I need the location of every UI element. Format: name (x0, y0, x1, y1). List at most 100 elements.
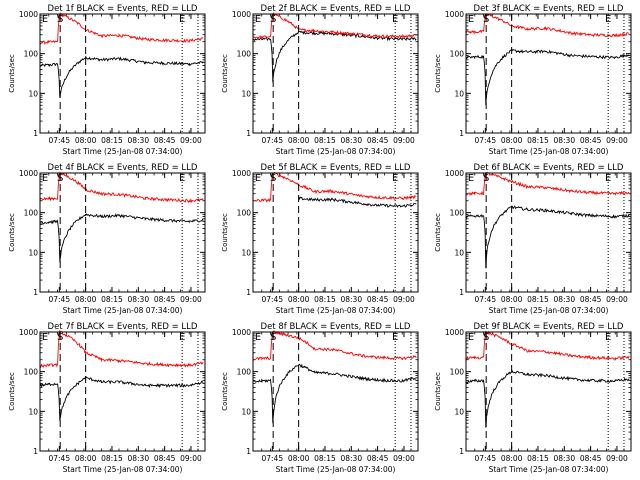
y-axis-label: Counts/sec (8, 213, 16, 252)
panel-5: Det 5f BLACK = Events, RED = LLD Counts/s… (221, 163, 419, 315)
x-tick-label: 08:15 (101, 295, 123, 304)
series-line-events (39, 212, 204, 263)
chart-title: Det 4f BLACK = Events, RED = LLD (48, 163, 198, 173)
chart-title: Det 3f BLACK = Events, RED = LLD (474, 4, 624, 14)
x-tick-label: 09:00 (606, 295, 628, 304)
x-tick-label: 08:45 (580, 136, 602, 145)
y-tick-label: 100 (24, 50, 39, 59)
y-axis-label: Counts/sec (8, 372, 16, 411)
marker-label-s: S (483, 14, 489, 25)
y-tick-label: 1000 (232, 328, 251, 337)
marker-label-e: E (392, 332, 398, 343)
x-tick-label: 08:45 (580, 295, 602, 304)
marker-label-e: E (179, 14, 185, 25)
chart-title: Det 1f BLACK = Events, RED = LLD (48, 4, 198, 14)
x-tick-label: 08:30 (553, 454, 575, 463)
y-tick-label: 1000 (445, 169, 464, 178)
y-tick-label: 100 (24, 368, 39, 377)
marker-label-e: E (42, 14, 48, 25)
panel-3: Det 3f BLACK = Events, RED = LLD Counts/s… (434, 4, 632, 156)
x-axis-label: Start Time (25-Jan-08 07:34:00) (63, 465, 183, 474)
x-tick-label: 07:45 (48, 454, 70, 463)
chart-title: Det 2f BLACK = Events, RED = LLD (261, 4, 411, 14)
y-tick-label: 10 (241, 407, 251, 416)
y-tick-label: 10 (241, 89, 251, 98)
marker-label-s: S (270, 173, 276, 184)
marker-label-s: S (483, 173, 489, 184)
x-tick-label: 09:00 (393, 136, 415, 145)
y-tick-label: 1000 (232, 10, 251, 19)
marker-label-e: E (42, 173, 48, 184)
series-line-events (465, 369, 630, 428)
series-line-lld (39, 172, 204, 204)
x-tick-label: 08:45 (154, 136, 176, 145)
y-tick-label: 1 (246, 129, 251, 138)
x-tick-label: 09:00 (180, 454, 202, 463)
y-axis-label: Counts/sec (434, 372, 442, 411)
series-line-events (252, 29, 417, 83)
chart-title: Det 9f BLACK = Events, RED = LLD (474, 322, 624, 332)
x-tick-label: 08:00 (75, 136, 97, 145)
x-tick-label: 07:45 (474, 454, 496, 463)
x-tick-label: 08:00 (288, 136, 310, 145)
y-tick-label: 1000 (445, 328, 464, 337)
y-axis-label: Counts/sec (434, 54, 442, 93)
y-tick-label: 10 (454, 407, 464, 416)
y-tick-label: 1000 (19, 10, 38, 19)
x-tick-label: 07:45 (48, 295, 70, 304)
series-line-lld (252, 330, 417, 361)
marker-label-s: S (57, 173, 63, 184)
y-tick-label: 10 (28, 407, 38, 416)
series-line-lld (465, 330, 630, 362)
x-tick-label: 08:15 (527, 295, 549, 304)
marker-label-e: E (255, 14, 261, 25)
series-line-lld (39, 329, 204, 369)
series-line-lld (39, 12, 204, 45)
y-tick-label: 10 (28, 248, 38, 257)
series-line-events (298, 196, 417, 208)
marker-label-s: S (57, 14, 63, 25)
x-tick-label: 08:15 (314, 136, 336, 145)
marker-label-e: E (605, 173, 611, 184)
marker-label-s: S (270, 14, 276, 25)
series-line-events (39, 56, 204, 98)
marker-label-e: E (392, 14, 398, 25)
x-tick-label: 08:45 (367, 136, 389, 145)
y-tick-label: 100 (24, 209, 39, 218)
x-tick-label: 08:30 (340, 454, 362, 463)
chart-title: Det 8f BLACK = Events, RED = LLD (261, 322, 411, 332)
x-tick-label: 07:45 (474, 295, 496, 304)
x-axis-label: Start Time (25-Jan-08 07:34:00) (63, 147, 183, 156)
series-line-lld (252, 171, 417, 203)
x-tick-label: 08:45 (367, 454, 389, 463)
chart-title: Det 6f BLACK = Events, RED = LLD (474, 163, 624, 173)
panel-7: Det 7f BLACK = Events, RED = LLD Counts/s… (8, 322, 206, 474)
x-tick-label: 08:00 (75, 454, 97, 463)
y-tick-label: 1 (33, 447, 38, 456)
y-tick-label: 1000 (19, 328, 38, 337)
y-tick-label: 1000 (445, 10, 464, 19)
y-tick-label: 1000 (19, 169, 38, 178)
series-line-events (252, 363, 417, 424)
plot-frame (252, 331, 419, 452)
y-tick-label: 100 (237, 209, 252, 218)
x-axis-label: Start Time (25-Jan-08 07:34:00) (63, 306, 183, 315)
plot-frame (465, 13, 632, 134)
plot-frame (39, 13, 206, 134)
panel-9: Det 9f BLACK = Events, RED = LLD Counts/s… (434, 322, 632, 474)
x-tick-label: 07:45 (261, 454, 283, 463)
y-tick-label: 10 (454, 248, 464, 257)
panel-2: Det 2f BLACK = Events, RED = LLD Counts/s… (221, 4, 419, 156)
y-tick-label: 100 (450, 368, 465, 377)
x-tick-label: 09:00 (393, 454, 415, 463)
x-tick-label: 07:45 (474, 136, 496, 145)
plot-frame (465, 331, 632, 452)
marker-label-e: E (605, 332, 611, 343)
x-axis-label: Start Time (25-Jan-08 07:34:00) (489, 465, 609, 474)
y-tick-label: 100 (450, 209, 465, 218)
y-tick-label: 1000 (232, 169, 251, 178)
x-tick-label: 09:00 (180, 136, 202, 145)
x-tick-label: 08:00 (501, 136, 523, 145)
marker-label-e: E (468, 173, 474, 184)
